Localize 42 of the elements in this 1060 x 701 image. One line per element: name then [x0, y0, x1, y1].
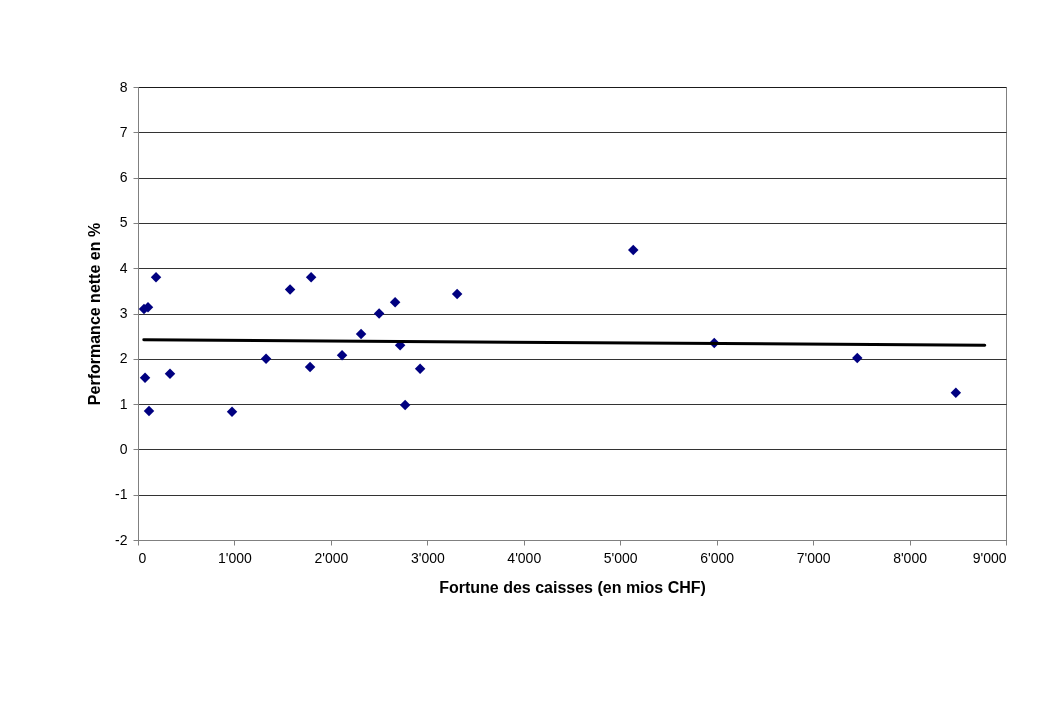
- x-tick-label: 3'000: [410, 549, 445, 566]
- point: [226, 406, 238, 418]
- point: [305, 272, 317, 283]
- y-axis-title: Performance nette en %: [86, 222, 104, 406]
- y-tick-label: 5: [119, 214, 128, 231]
- y-tick-label: 2: [119, 350, 128, 367]
- point: [451, 288, 463, 300]
- point: [389, 296, 401, 308]
- point: [150, 272, 162, 283]
- point: [373, 308, 385, 319]
- x-tick-label: 8'000: [893, 549, 928, 566]
- x-tick-label: 0: [138, 549, 147, 566]
- point: [355, 328, 367, 340]
- point: [284, 284, 296, 295]
- point: [399, 399, 411, 411]
- y-tick-label: -2: [115, 531, 128, 548]
- y-tick-label: -1: [115, 486, 128, 503]
- x-tick-label: 9'000: [972, 549, 1007, 566]
- x-tick-label: 6'000: [700, 549, 735, 566]
- y-tick-label: 7: [119, 123, 128, 140]
- x-tick-label: 1'000: [218, 549, 253, 566]
- x-tick-label: 4'000: [507, 549, 542, 566]
- y-tick-label: 4: [119, 259, 128, 276]
- x-tick-label: 5'000: [603, 549, 638, 566]
- point: [852, 352, 863, 364]
- point: [336, 349, 348, 361]
- y-tick-label: 8: [119, 78, 128, 95]
- point: [628, 244, 639, 256]
- point: [164, 368, 176, 379]
- point: [304, 361, 316, 373]
- x-tick-label: 2'000: [314, 549, 349, 566]
- point: [414, 363, 426, 375]
- y-tick-label: 6: [119, 169, 128, 186]
- x-axis-title: Fortune des caisses (en mios CHF): [439, 578, 706, 596]
- point: [950, 387, 962, 399]
- point: [139, 372, 151, 384]
- y-tick-label: 3: [119, 305, 128, 321]
- y-tick-label: 1: [119, 395, 128, 412]
- point: [143, 405, 155, 417]
- point: [260, 353, 272, 365]
- y-tick-label: 0: [119, 440, 128, 457]
- x-tick-label: 7'000: [796, 549, 831, 566]
